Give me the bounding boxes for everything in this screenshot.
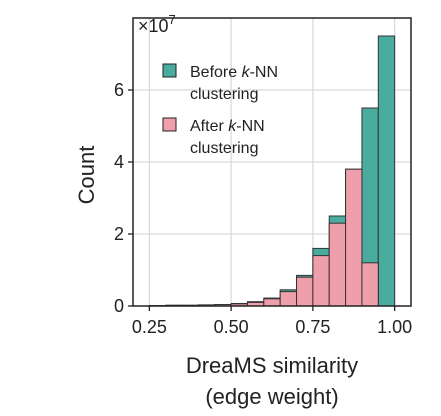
legend-label-before-line2: clustering bbox=[190, 86, 258, 103]
legend-swatch-after bbox=[162, 117, 177, 132]
bars-after-knn bbox=[148, 168, 379, 307]
x-tick-label-2: 0.75 bbox=[295, 317, 330, 337]
y-tick-label-1: 2 bbox=[114, 224, 124, 244]
after-bar-11 bbox=[328, 222, 347, 307]
before-bar-14 bbox=[377, 35, 396, 307]
x-tick-label-0: 0.25 bbox=[132, 317, 167, 337]
y-tick-label-0: 0 bbox=[114, 296, 124, 316]
x-tick-labels: 0.25 0.50 0.75 1.00 bbox=[132, 306, 412, 337]
legend: Before k-NN clustering After k-NN cluste… bbox=[162, 63, 278, 157]
after-bar-13 bbox=[361, 262, 379, 307]
after-bar-7 bbox=[263, 298, 281, 307]
y-tick-label-3: 6 bbox=[114, 80, 124, 100]
x-tick-label-3: 1.00 bbox=[377, 317, 412, 337]
y-scale-label: ×107 bbox=[138, 12, 176, 36]
legend-label-after-line2: clustering bbox=[190, 140, 258, 157]
legend-swatch-before bbox=[162, 63, 177, 78]
after-bar-10 bbox=[312, 255, 330, 307]
x-tick-label-1: 0.50 bbox=[214, 317, 249, 337]
legend-label-after: After k-NN bbox=[190, 118, 265, 135]
y-tick-label-2: 4 bbox=[114, 152, 124, 172]
y-axis-title: Count bbox=[74, 146, 99, 205]
legend-label-before: Before k-NN bbox=[190, 64, 278, 81]
x-axis-title: DreaMS similarity bbox=[186, 353, 358, 378]
y-tick-labels: 0 2 4 6 bbox=[114, 80, 133, 316]
after-bar-8 bbox=[279, 291, 298, 307]
after-bar-12 bbox=[345, 168, 363, 307]
after-bar-9 bbox=[296, 276, 314, 307]
x-axis-subtitle: (edge weight) bbox=[205, 384, 338, 409]
